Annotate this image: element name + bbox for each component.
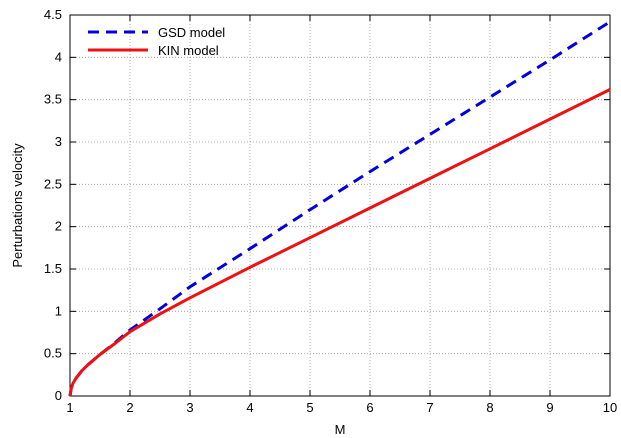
y-tick-label: 0 (55, 388, 62, 403)
x-tick-label: 3 (186, 400, 193, 415)
x-tick-label: 7 (426, 400, 433, 415)
x-tick-label: 6 (366, 400, 373, 415)
series-lines (68, 20, 611, 397)
y-tick-label: 4.5 (44, 7, 62, 22)
y-tick-label: 0.5 (44, 346, 62, 361)
legend-label-kin: KIN model (158, 43, 219, 58)
legend-label-gsd: GSD model (158, 25, 225, 40)
plot-border (69, 14, 611, 397)
y-axis-label: Perturbations velocity (10, 143, 25, 268)
x-tick-label: 10 (603, 400, 617, 415)
x-tick-label: 2 (126, 400, 133, 415)
x-tick-label: 5 (306, 400, 313, 415)
y-tick-label: 1 (55, 303, 62, 318)
series-line-kin (68, 88, 611, 397)
series-line-gsd (68, 20, 611, 397)
y-tick-label: 1.5 (44, 261, 62, 276)
y-tick-label: 2.5 (44, 176, 62, 191)
plot-frame (69, 14, 611, 397)
y-tick-label: 2 (55, 219, 62, 234)
y-tick-label: 3.5 (44, 92, 62, 107)
x-axis-label: M (335, 422, 346, 437)
y-tick-label: 3 (55, 134, 62, 149)
x-tick-label: 1 (66, 400, 73, 415)
x-tick-label: 8 (486, 400, 493, 415)
grid-lines (70, 15, 610, 396)
legend: GSD model KIN model (88, 25, 225, 58)
y-tick-label: 4 (55, 49, 62, 64)
x-tick-label: 9 (546, 400, 553, 415)
x-tick-label: 4 (246, 400, 253, 415)
